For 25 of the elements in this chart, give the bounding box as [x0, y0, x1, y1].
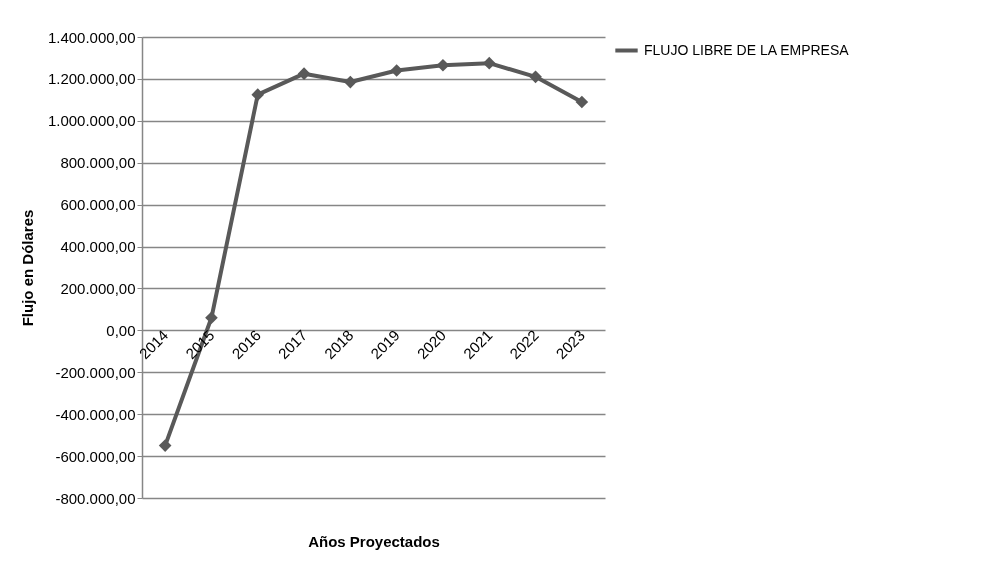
point — [344, 75, 357, 89]
point — [158, 439, 172, 452]
y-tick-label: 600.000,00 — [60, 196, 136, 214]
point — [251, 88, 265, 101]
y-tick-label: 1.200.000,00 — [47, 70, 136, 88]
y-tick-label: -200.000,00 — [55, 363, 136, 381]
legend-label: FLUJO LIBRE DE LA EMPRESA — [644, 41, 850, 58]
point — [297, 67, 311, 80]
y-tick-label: -800.000,00 — [55, 489, 136, 507]
x-axis-title: Años Proyectados — [308, 532, 440, 550]
point — [205, 311, 218, 325]
y-tick-label: 1.000.000,00 — [47, 112, 136, 130]
y-tick-label: 1.400.000,00 — [47, 28, 136, 46]
y-tick-label: 200.000,00 — [60, 279, 136, 297]
point — [390, 64, 403, 77]
point — [575, 95, 589, 109]
y-tick-label: 400.000,00 — [60, 238, 136, 256]
y-tick-label: -600.000,00 — [55, 447, 136, 465]
point — [482, 56, 496, 70]
point — [529, 70, 542, 84]
point — [436, 58, 450, 72]
y-tick-label: -400.000,00 — [55, 405, 136, 423]
y-axis-title: Flujo en Dólares — [18, 209, 36, 327]
y-tick-label: 0,00 — [106, 321, 136, 339]
y-tick-label: 800.000,00 — [60, 154, 136, 172]
